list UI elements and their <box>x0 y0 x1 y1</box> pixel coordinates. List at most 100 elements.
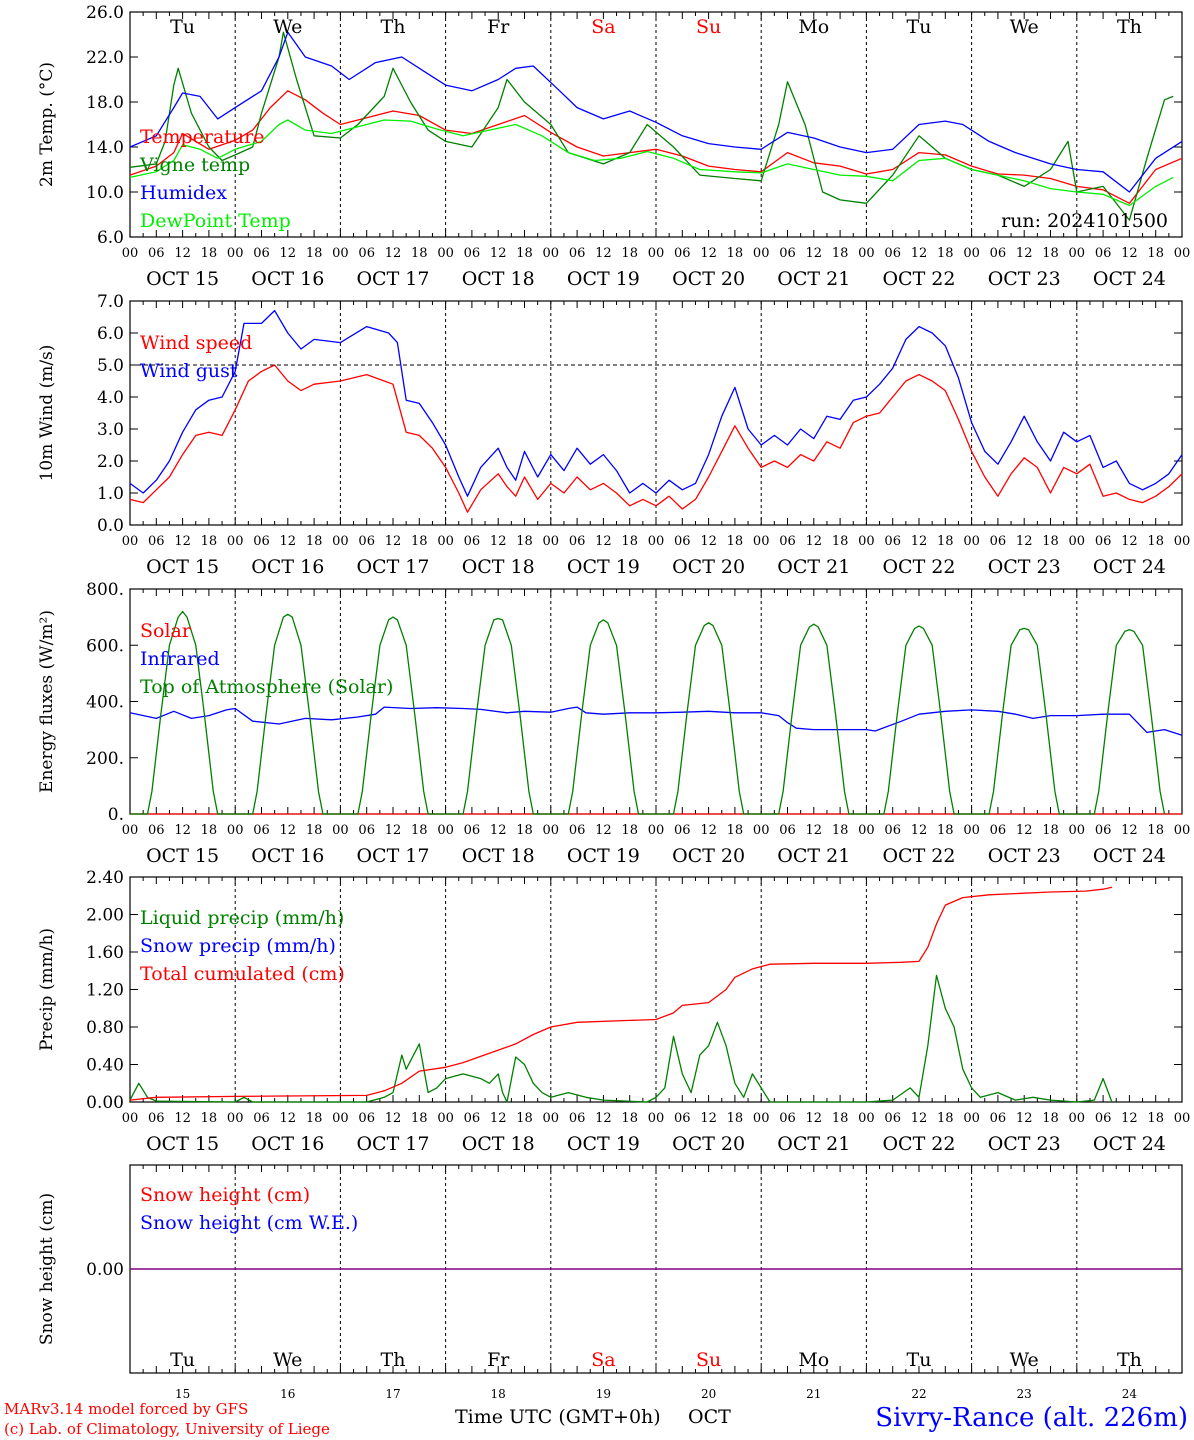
y-tick-label: 2.00 <box>86 906 124 926</box>
hour-tick-label: 06 <box>569 246 586 261</box>
hour-tick-label: 12 <box>280 823 297 838</box>
weekday-label: Tu <box>170 16 195 38</box>
y-tick-label: 0.0 <box>97 516 124 536</box>
date-label: OCT 19 <box>567 268 640 290</box>
y-tick-label: 600. <box>86 636 124 656</box>
y-tick-label: 200. <box>86 749 124 769</box>
hour-tick-label: 18 <box>727 246 744 261</box>
hour-tick-label: 18 <box>832 1111 849 1126</box>
hour-tick-label: 00 <box>858 1111 875 1126</box>
hour-tick-label: 12 <box>385 534 402 549</box>
series-line-temperature-3 <box>129 119 1174 207</box>
weekday-label: Fr <box>487 1349 510 1371</box>
hour-tick-label: 12 <box>174 246 191 261</box>
hour-tick-label: 06 <box>674 246 691 261</box>
y-axis-label: Snow height (cm) <box>37 1193 57 1345</box>
station-name: Sivry-Rance (alt. 226m) <box>875 1403 1188 1433</box>
hour-tick-label: 18 <box>727 1111 744 1126</box>
hour-tick-label: 18 <box>1147 534 1164 549</box>
date-label: OCT 23 <box>988 1133 1061 1155</box>
hour-tick-label: 12 <box>806 823 823 838</box>
date-label: OCT 15 <box>146 268 219 290</box>
date-label: OCT 15 <box>146 845 219 867</box>
date-label: OCT 24 <box>1093 556 1166 578</box>
hour-tick-label: 00 <box>227 1111 244 1126</box>
hour-tick-label: 18 <box>516 534 533 549</box>
hour-tick-label: 18 <box>201 1111 218 1126</box>
weekday-label: Th <box>381 16 406 38</box>
hour-tick-label: 00 <box>437 246 454 261</box>
hour-tick-label: 06 <box>569 534 586 549</box>
hour-tick-label: 06 <box>779 246 796 261</box>
hour-tick-label: 18 <box>516 246 533 261</box>
weekday-label: We <box>1010 1349 1039 1371</box>
hour-tick-label: 18 <box>937 246 954 261</box>
panel-temperature: 26.0 22.0 18.0 14.0 10.0 6.0 2m Temp. (°C) Temp… <box>37 3 1190 290</box>
series-line-energy-2 <box>130 610 1166 815</box>
date-label: OCT 15 <box>146 556 219 578</box>
hour-tick-label: 06 <box>464 534 481 549</box>
hour-tick-label: 00 <box>122 534 139 549</box>
y-tick-label: 18.0 <box>86 93 124 113</box>
date-label: OCT 22 <box>882 268 955 290</box>
hour-tick-label: 06 <box>990 246 1007 261</box>
hour-tick-label: 00 <box>648 246 665 261</box>
y-tick-label: 10.0 <box>86 183 124 203</box>
hour-tick-label: 06 <box>253 1111 270 1126</box>
legend-entry: Wind speed <box>140 332 252 354</box>
hour-tick-label: 12 <box>174 1111 191 1126</box>
day-number: 21 <box>806 1387 821 1401</box>
hour-tick-label: 06 <box>674 823 691 838</box>
hour-tick-label: 18 <box>411 534 428 549</box>
date-label: OCT 18 <box>462 845 535 867</box>
hour-tick-label: 12 <box>1121 246 1138 261</box>
hour-tick-label: 00 <box>963 823 980 838</box>
hour-tick-label: 06 <box>884 246 901 261</box>
hour-tick-label: 00 <box>332 534 349 549</box>
legend-entry: Snow height (cm) <box>140 1184 310 1206</box>
hour-tick-label: 06 <box>148 534 165 549</box>
hour-tick-label: 12 <box>911 534 928 549</box>
weekday-label: We <box>273 16 302 38</box>
hour-tick-label: 18 <box>621 1111 638 1126</box>
hour-tick-label: 12 <box>490 1111 507 1126</box>
hour-tick-label: 18 <box>832 823 849 838</box>
date-label: OCT 19 <box>567 845 640 867</box>
panel-wind: 7.0 6.0 5.0 4.0 3.0 2.0 1.0 0.0 10m Wind (m/s) Wi… <box>37 292 1190 578</box>
hour-tick-label: 00 <box>858 823 875 838</box>
day-number: 17 <box>385 1387 400 1401</box>
hour-tick-label: 06 <box>674 534 691 549</box>
hour-tick-label: 12 <box>174 534 191 549</box>
day-number: 24 <box>1122 1387 1138 1401</box>
hour-tick-label: 12 <box>700 823 717 838</box>
hour-tick-label: 00 <box>1174 823 1191 838</box>
legend-entry: Wind gust <box>140 360 238 382</box>
hour-tick-label: 00 <box>753 534 770 549</box>
month-label: OCT <box>688 1406 731 1428</box>
hour-tick-label: 06 <box>1095 246 1112 261</box>
hour-tick-label: 12 <box>595 534 612 549</box>
plot-frame <box>129 588 1183 815</box>
y-axis-label: Precip (mm/h) <box>37 928 57 1051</box>
hour-tick-label: 12 <box>385 246 402 261</box>
hour-tick-label: 00 <box>1174 1111 1191 1126</box>
series-line-wind-0 <box>129 364 1183 513</box>
hour-tick-label: 00 <box>1069 534 1086 549</box>
hour-tick-label: 06 <box>779 534 796 549</box>
hour-tick-label: 12 <box>911 823 928 838</box>
x-axis-label: Time UTC (GMT+0h) <box>455 1406 661 1428</box>
series-line-wind-1 <box>129 309 1183 497</box>
hour-tick-label: 00 <box>1069 246 1086 261</box>
hour-tick-label: 18 <box>1042 823 1059 838</box>
hour-tick-label: 06 <box>464 1111 481 1126</box>
legend-entry: Vigne temp <box>139 154 250 176</box>
y-tick-label: 3.0 <box>97 420 124 440</box>
hour-tick-label: 18 <box>621 534 638 549</box>
hour-tick-label: 18 <box>306 823 323 838</box>
y-tick-label: 2.0 <box>97 452 124 472</box>
date-label: OCT 17 <box>356 268 429 290</box>
legend-entry: DewPoint Temp <box>140 210 291 232</box>
hour-tick-label: 18 <box>832 534 849 549</box>
hour-tick-label: 18 <box>937 823 954 838</box>
hour-tick-label: 00 <box>543 246 560 261</box>
